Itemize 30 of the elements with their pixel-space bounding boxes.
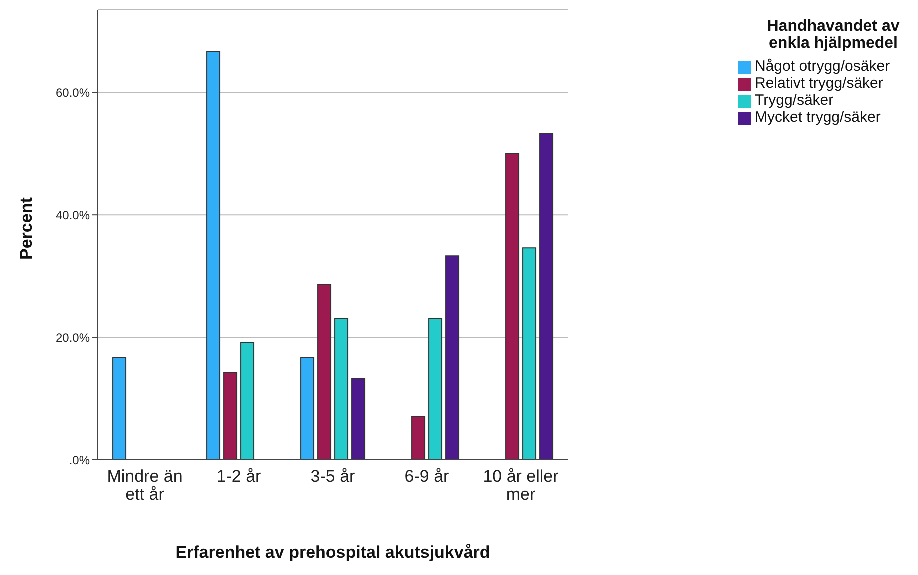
bar: [522, 248, 537, 460]
bar: [540, 133, 554, 460]
bar: [240, 342, 255, 460]
bar: [352, 378, 366, 460]
bar: [446, 256, 460, 460]
bar: [506, 153, 520, 460]
y-axis-title: Percent: [17, 197, 36, 260]
bar: [224, 372, 238, 460]
legend-label: Något otrygg/osäker: [755, 58, 890, 75]
legend-label: Mycket trygg/säker: [755, 109, 881, 126]
legend-label: Relativt trygg/säker: [755, 75, 884, 92]
y-tick-label: 40.0%: [56, 208, 90, 222]
bar: [300, 357, 315, 460]
x-tick-label: Mindre än ett år: [107, 467, 183, 504]
y-tick-label: .0%: [69, 453, 90, 468]
bar: [206, 51, 221, 460]
x-tick-label: 1-2 år: [216, 467, 262, 486]
legend-title: Handhavandet av enkla hjälpmedel: [766, 18, 901, 52]
y-tick-label: 60.0%: [56, 86, 90, 100]
x-tick-label: 6-9 år: [404, 467, 450, 486]
bar: [334, 318, 349, 460]
bar: [412, 416, 426, 460]
x-tick-label: 10 år eller mer: [483, 467, 560, 504]
bar: [112, 357, 127, 460]
y-tick-label: 20.0%: [56, 330, 90, 345]
bar: [428, 318, 443, 460]
legend-label: Trygg/säker: [755, 92, 834, 109]
x-tick-label: 3-5 år: [310, 467, 356, 486]
x-axis-title: Erfarenhet av prehospital akutsjukvård: [176, 543, 490, 562]
bar: [318, 284, 332, 460]
